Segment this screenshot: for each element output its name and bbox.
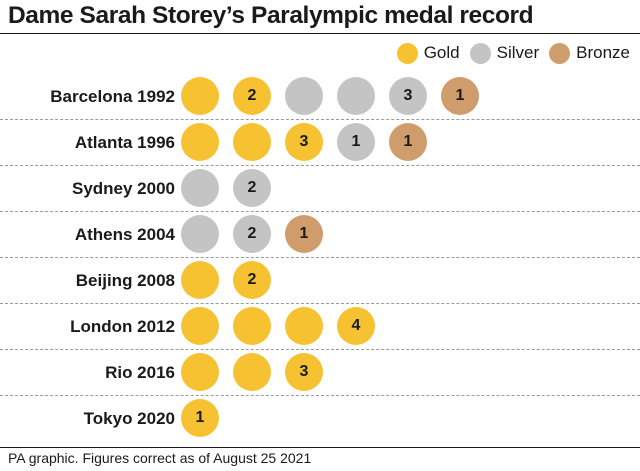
gold-medal: 2 bbox=[233, 261, 271, 299]
title-divider bbox=[0, 33, 640, 34]
medal-row: London 2012 4 bbox=[0, 304, 640, 350]
gold-medal: 2 bbox=[233, 77, 271, 115]
row-label: London 2012 bbox=[70, 317, 175, 336]
row-separator bbox=[0, 119, 640, 120]
footer-note: PA graphic. Figures correct as of August… bbox=[8, 450, 312, 466]
row-separator bbox=[0, 257, 640, 258]
bronze-medal: 1 bbox=[285, 215, 323, 253]
bronze-medal: 1 bbox=[389, 123, 427, 161]
medal-row: Atlanta 1996 3 1 1 bbox=[0, 120, 640, 166]
legend-item-gold: Gold bbox=[396, 42, 460, 64]
row-label: Rio 2016 bbox=[105, 363, 175, 382]
silver-medal bbox=[285, 77, 323, 115]
legend-gold-label: Gold bbox=[423, 43, 460, 62]
gold-medal: 1 bbox=[181, 399, 219, 437]
row-label: Barcelona 1992 bbox=[50, 87, 175, 106]
silver-medal: 2 bbox=[233, 215, 271, 253]
row-separator bbox=[0, 165, 640, 166]
medal-row: Tokyo 2020 1 bbox=[0, 396, 640, 442]
silver-medal bbox=[337, 77, 375, 115]
gold-medal bbox=[181, 77, 219, 115]
legend-gold-swatch bbox=[396, 42, 418, 64]
gold-medal bbox=[181, 261, 219, 299]
row-label: Beijing 2008 bbox=[75, 271, 175, 290]
gold-medal: 4 bbox=[337, 307, 375, 345]
gold-medal bbox=[285, 307, 323, 345]
row-label: Tokyo 2020 bbox=[83, 409, 175, 428]
legend: Gold Silver Bronze bbox=[387, 40, 630, 66]
silver-medal: 3 bbox=[389, 77, 427, 115]
legend-silver-label: Silver bbox=[496, 43, 540, 62]
gold-medal bbox=[181, 123, 219, 161]
medal-row: Beijing 2008 2 bbox=[0, 258, 640, 304]
gold-medal: 3 bbox=[285, 353, 323, 391]
row-label: Sydney 2000 bbox=[71, 179, 175, 198]
gold-medal bbox=[233, 307, 271, 345]
legend-item-bronze: Bronze bbox=[549, 42, 630, 64]
medal-row: Sydney 2000 2 bbox=[0, 166, 640, 212]
row-separator bbox=[0, 303, 640, 304]
gold-medal: 3 bbox=[285, 123, 323, 161]
gold-medal bbox=[233, 123, 271, 161]
row-label: Atlanta 1996 bbox=[74, 133, 175, 152]
legend-bronze-swatch bbox=[549, 42, 571, 64]
row-separator bbox=[0, 349, 640, 350]
legend-item-silver: Silver bbox=[469, 42, 540, 64]
silver-medal: 2 bbox=[233, 169, 271, 207]
gold-medal bbox=[181, 307, 219, 345]
silver-medal bbox=[181, 169, 219, 207]
row-separator bbox=[0, 395, 640, 396]
gold-medal bbox=[181, 353, 219, 391]
medal-row: Barcelona 1992 2 3 1 bbox=[0, 74, 640, 120]
row-separator bbox=[0, 211, 640, 212]
medal-row: Athens 2004 2 1 bbox=[0, 212, 640, 258]
medal-row: Rio 2016 3 bbox=[0, 350, 640, 396]
legend-bronze-label: Bronze bbox=[576, 43, 630, 62]
footer-divider bbox=[0, 447, 640, 448]
row-label: Athens 2004 bbox=[74, 225, 175, 244]
bronze-medal: 1 bbox=[441, 77, 479, 115]
gold-medal bbox=[233, 353, 271, 391]
silver-medal bbox=[181, 215, 219, 253]
silver-medal: 1 bbox=[337, 123, 375, 161]
legend-silver-swatch bbox=[469, 42, 491, 64]
chart-title: Dame Sarah Storey’s Paralympic medal rec… bbox=[8, 2, 534, 29]
